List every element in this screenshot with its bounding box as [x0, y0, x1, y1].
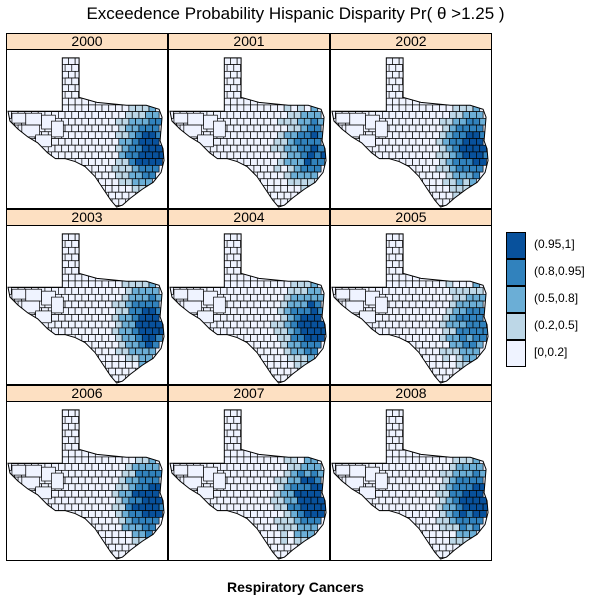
legend-label: (0.2,0.5] [534, 318, 579, 332]
map-panel: 2001 [168, 33, 330, 209]
panel-year-label: 2006 [6, 385, 168, 402]
state-outline [169, 409, 327, 560]
map-panel: 2007 [168, 385, 330, 561]
chart-title: Exceedence Probability Hispanic Disparit… [86, 4, 505, 23]
legend-swatch [506, 259, 526, 286]
legend-label: (0.8,0.95] [534, 264, 585, 278]
map-panel: 2000 [6, 33, 168, 209]
legend-item: (0.2,0.5] [506, 313, 591, 340]
texas-county-map [6, 226, 168, 385]
map-svg [331, 233, 489, 384]
map-svg [169, 57, 327, 208]
county-cells [8, 409, 165, 558]
panel-year-label: 2008 [330, 385, 492, 402]
panel-year-label: 2005 [330, 209, 492, 226]
state-outline [7, 233, 165, 384]
county-cells [8, 233, 165, 382]
panel-year-label: 2001 [168, 33, 330, 50]
texas-county-map [330, 226, 492, 385]
state-outline [169, 57, 327, 208]
state-outline [331, 409, 489, 560]
map-svg [7, 233, 165, 384]
legend-label: (0.95,1] [534, 237, 575, 251]
texas-county-map [168, 50, 330, 209]
legend-label: [0,0.2] [534, 345, 568, 359]
footer-label: Respiratory Cancers [227, 579, 364, 595]
map-panel: 2005 [330, 209, 492, 385]
map-panel: 2004 [168, 209, 330, 385]
state-outline [7, 57, 165, 208]
legend-item: [0,0.2] [506, 340, 591, 367]
county-cells [170, 233, 327, 382]
map-panel: 2002 [330, 33, 492, 209]
county-cells [8, 57, 165, 206]
map-svg [7, 409, 165, 560]
panel-year-label: 2004 [168, 209, 330, 226]
county-cells [170, 409, 327, 558]
map-panel: 2006 [6, 385, 168, 561]
map-panel: 2003 [6, 209, 168, 385]
map-svg [331, 57, 489, 208]
panel-year-label: 2007 [168, 385, 330, 402]
map-svg [169, 409, 327, 560]
state-outline [7, 409, 165, 560]
panel-year-label: 2002 [330, 33, 492, 50]
legend-swatch [506, 232, 526, 259]
map-panel: 2008 [330, 385, 492, 561]
texas-county-map [168, 226, 330, 385]
map-svg [169, 233, 327, 384]
county-cells [332, 233, 489, 382]
legend-item: (0.8,0.95] [506, 259, 591, 286]
texas-county-map [168, 402, 330, 561]
legend-swatch [506, 286, 526, 313]
legend-item: (0.95,1] [506, 232, 591, 259]
legend-swatch [506, 313, 526, 340]
panel-year-label: 2000 [6, 33, 168, 50]
texas-county-map [330, 402, 492, 561]
texas-county-map [6, 50, 168, 209]
state-outline [331, 233, 489, 384]
map-svg [331, 409, 489, 560]
panel-year-label: 2003 [6, 209, 168, 226]
legend-item: (0.5,0.8] [506, 286, 591, 313]
texas-county-map [6, 402, 168, 561]
state-outline [169, 233, 327, 384]
map-svg [7, 57, 165, 208]
legend-label: (0.5,0.8] [534, 291, 579, 305]
county-cells [170, 57, 327, 206]
legend-swatch [506, 340, 526, 367]
texas-county-map [330, 50, 492, 209]
county-cells [332, 57, 489, 206]
state-outline [331, 57, 489, 208]
county-cells [332, 409, 489, 558]
